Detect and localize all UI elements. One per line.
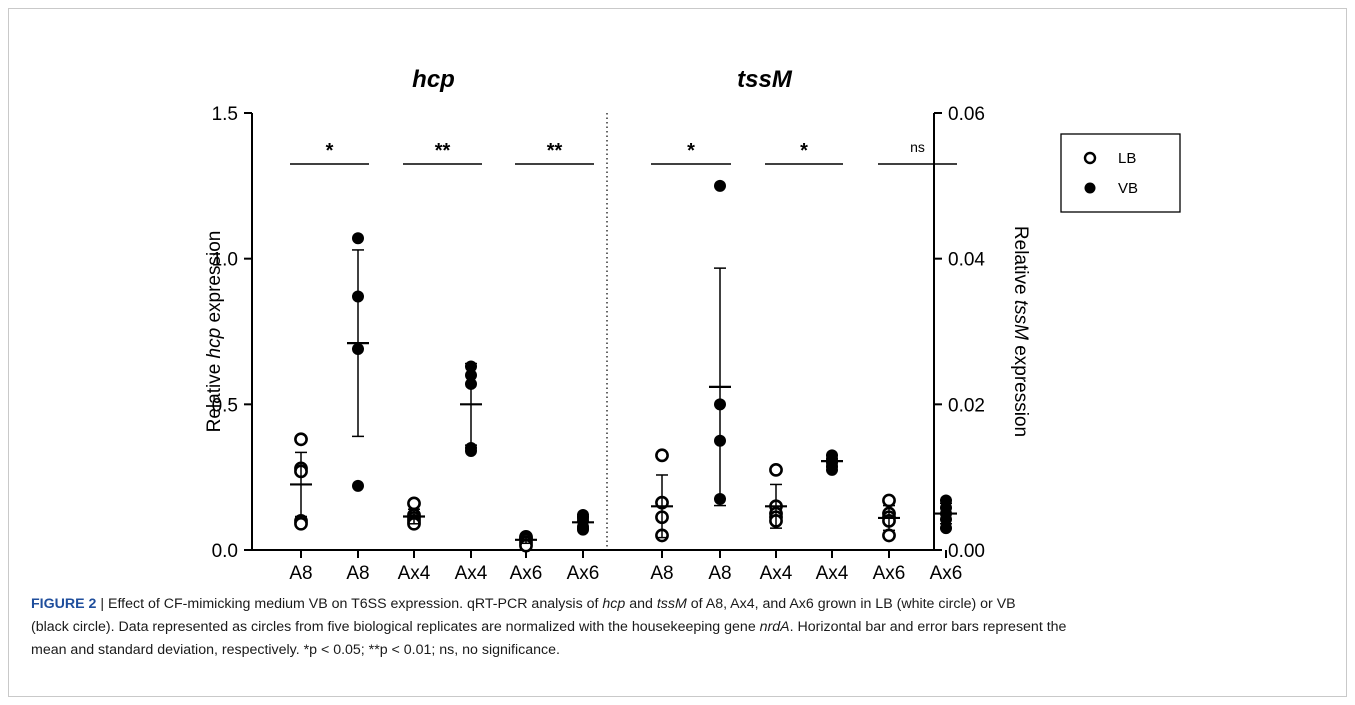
right-ytick-label: 0.00 <box>948 541 985 562</box>
left-ytick-label: 1.0 <box>212 250 238 271</box>
figure-chart: 0.0 0.5 1.0 1.5 0.00 0.02 0.04 0.06 Relative hcp… <box>204 66 1181 584</box>
point-lb <box>769 462 783 477</box>
xtick-label: A8 <box>708 563 731 584</box>
caption-line1-a: Effect of CF-mimicking medium VB on T6SS… <box>108 596 603 612</box>
left-y-axis-label: Relative hcp expression <box>204 231 225 433</box>
caption-nrda: nrdA <box>759 619 790 635</box>
significance-label: * <box>326 140 334 162</box>
figure-caption: FIGURE 2 | Effect of CF-mimicking medium… <box>31 593 1341 662</box>
point-lb <box>294 432 308 447</box>
left-ytick-label: 1.5 <box>212 104 238 125</box>
panel-title-tssm: tssM <box>737 66 793 93</box>
point-vb <box>352 479 364 492</box>
significance-label: * <box>800 140 808 162</box>
legend-label: LB <box>1118 150 1136 167</box>
xtick-label: A8 <box>289 563 312 584</box>
xtick-label: Ax4 <box>816 563 849 584</box>
legend-marker-lb <box>1083 151 1097 165</box>
legend-label: VB <box>1118 180 1138 197</box>
caption-figure-label: FIGURE 2 <box>31 596 97 612</box>
right-ytick-label: 0.06 <box>948 104 985 125</box>
point-vb <box>577 523 589 536</box>
point-vb <box>352 232 364 245</box>
caption-line1-b: and <box>625 596 657 612</box>
xtick-label: Ax6 <box>510 563 543 584</box>
significance-label: ** <box>547 140 563 162</box>
figure-frame: 0.0 0.5 1.0 1.5 0.00 0.02 0.04 0.06 Relative hcp… <box>8 8 1347 697</box>
caption-line2-b: . Horizontal bar and error bars represen… <box>789 619 1067 635</box>
xtick-label: Ax4 <box>398 563 431 584</box>
point-vb <box>714 179 726 192</box>
point-lb <box>882 493 896 508</box>
right-ytick-label: 0.04 <box>948 250 985 271</box>
point-vb <box>465 444 477 457</box>
right-y-axis-label: Relative tssM expression <box>1010 226 1031 437</box>
point-lb <box>882 528 896 543</box>
legend-box <box>1060 133 1181 213</box>
panel-title-hcp: hcp <box>412 66 455 93</box>
point-lb <box>407 496 421 511</box>
left-ytick-label: 0.0 <box>212 541 238 562</box>
point-lb <box>655 448 669 463</box>
caption-tssm: tssM <box>656 596 687 612</box>
xtick-label: Ax4 <box>455 563 488 584</box>
legend-marker-vb <box>1084 182 1096 194</box>
significance-label: ** <box>435 140 451 162</box>
xtick-label: Ax6 <box>567 563 600 584</box>
significance-label: ns <box>910 139 925 155</box>
xtick-label: Ax6 <box>873 563 906 584</box>
caption-line2-a: (black circle). Data represented as circ… <box>31 619 760 635</box>
xtick-label: Ax6 <box>930 563 963 584</box>
right-ytick-label: 0.02 <box>948 395 985 416</box>
point-vb <box>940 522 952 535</box>
xtick-label: Ax4 <box>760 563 793 584</box>
caption-separator: | <box>96 596 109 612</box>
caption-line1-c: of A8, Ax4, and Ax6 grown in LB (white c… <box>686 596 1016 612</box>
caption-line3: mean and standard deviation, respectivel… <box>31 642 560 658</box>
point-lb <box>294 516 308 531</box>
significance-label: * <box>687 140 695 162</box>
caption-hcp: hcp <box>602 596 626 612</box>
xtick-label: A8 <box>650 563 673 584</box>
left-ytick-label: 0.5 <box>212 395 238 416</box>
xtick-label: A8 <box>346 563 369 584</box>
